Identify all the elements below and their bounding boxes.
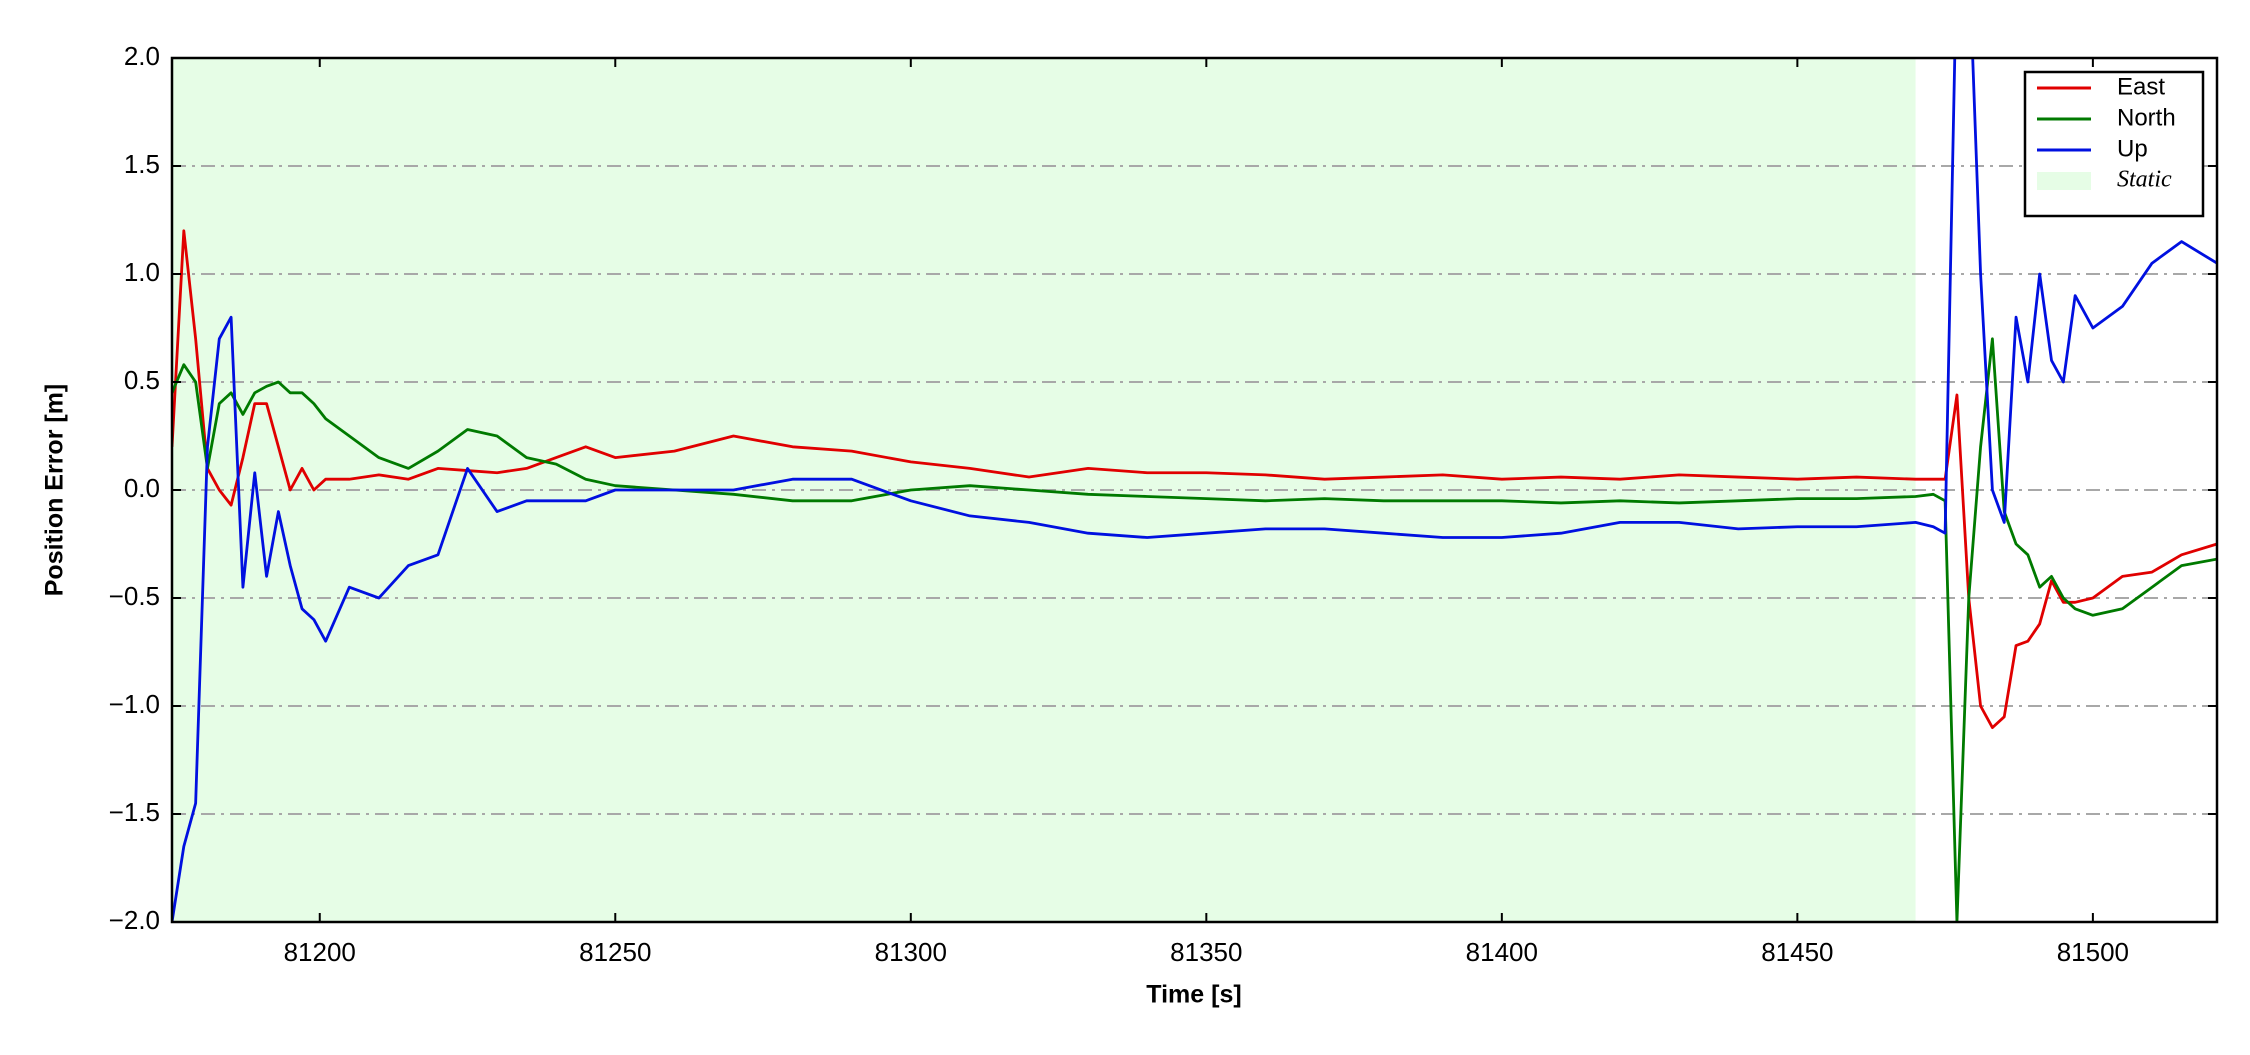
legend-box [2023,70,2205,218]
legend-label: East [2117,73,2165,100]
y-tick-label: 0.0 [124,473,160,503]
y-tick-label: −2.0 [109,905,160,935]
legend-swatch [2037,172,2091,190]
series-line [172,229,2217,729]
axes: −2.0 −1.5 −1.0 −0.5 0.0 0.5 1.0 1.5 2.0 81200 8125… [109,41,2217,967]
x-tick-label: 81500 [2057,937,2129,967]
series-line [172,337,2217,922]
y-tick-label: 1.0 [124,257,160,287]
x-axis-label: Time [s] [1146,981,1241,1009]
legend: East North Up Static [2023,70,2205,218]
y-tick-label: 0.5 [124,365,160,395]
legend-label: Up [2117,135,2148,162]
legend-label: North [2117,104,2176,131]
x-tick-label: 81400 [1466,937,1538,967]
y-axis-label: Position Error [m] [41,384,69,597]
x-tick-label: 81300 [875,937,947,967]
x-tick-label: 81450 [1761,937,1833,967]
x-tick-label: 81350 [1170,937,1242,967]
y-tick-label: −1.0 [109,689,160,719]
lines [172,58,2217,922]
y-tick-label: −1.5 [109,797,160,827]
y-tick-label: 2.0 [124,41,160,71]
x-tick-label: 81250 [579,937,651,967]
series-line [172,58,2217,922]
y-tick-label: −0.5 [109,581,160,611]
x-tick-label: 81200 [284,937,356,967]
legend-label: Static [2117,167,2172,193]
y-tick-label: 1.5 [124,149,160,179]
